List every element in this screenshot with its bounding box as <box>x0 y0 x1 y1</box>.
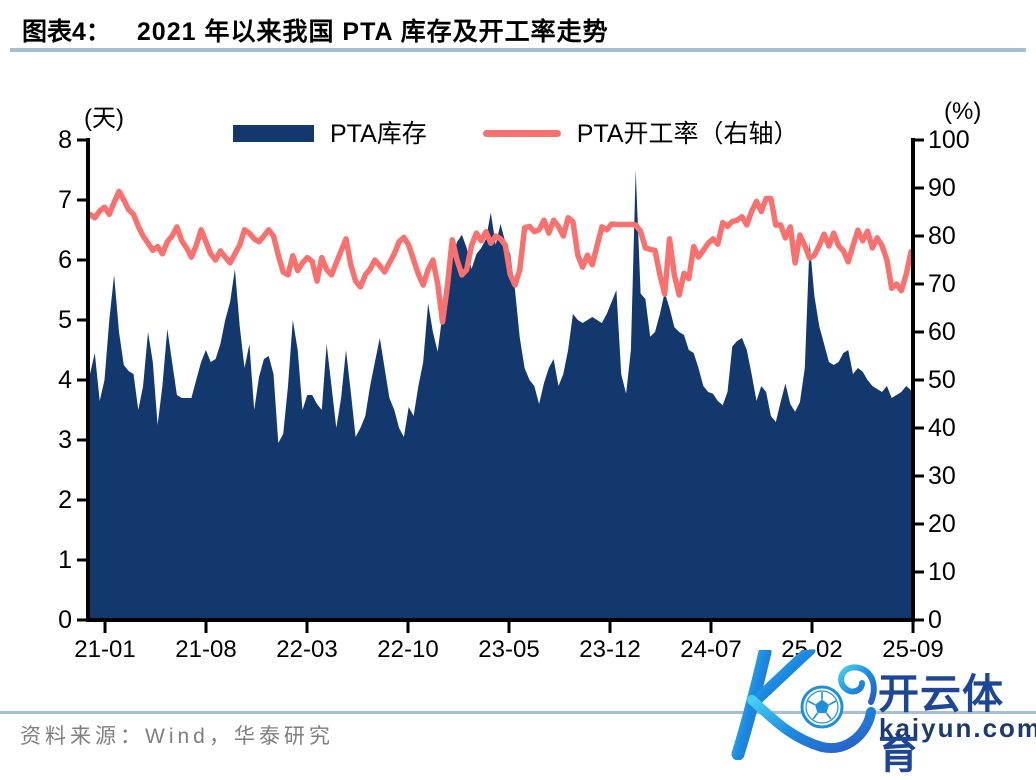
left-axis-tick-label: 5 <box>58 306 72 334</box>
chart-title: 图表4： 2021 年以来我国 PTA 库存及开工率走势 <box>22 12 609 48</box>
inventory-legend-swatch <box>233 124 314 142</box>
right-axis-tick-label: 100 <box>928 126 970 154</box>
x-axis-tick-label: 23-12 <box>579 636 640 663</box>
kaiyun-logo-icon <box>731 650 877 760</box>
right-axis-tick-label: 50 <box>928 366 956 394</box>
footer-divider <box>0 711 1036 714</box>
title-divider <box>10 48 1026 52</box>
soccer-ball-icon <box>800 685 844 729</box>
left-axis-tick-label: 7 <box>58 186 72 214</box>
inventory-area-series <box>90 170 911 620</box>
left-axis-tick-label: 8 <box>58 126 72 154</box>
right-axis-tick-label: 60 <box>928 318 956 346</box>
data-source: 资料来源：Wind，华泰研究 <box>20 725 334 748</box>
right-axis-unit: (%) <box>944 98 982 125</box>
right-axis-tick-label: 30 <box>928 462 956 490</box>
brand-domain: kaiyun.com <box>879 713 1036 743</box>
inventory-legend-label: PTA库存 <box>330 120 427 148</box>
left-axis-tick-label: 2 <box>58 486 72 514</box>
left-axis-tick-label: 3 <box>58 426 72 454</box>
x-axis-tick-label: 23-05 <box>478 636 539 663</box>
x-axis-tick-label: 22-10 <box>377 636 438 663</box>
page-title: 2021 年以来我国 PTA 库存及开工率走势 <box>136 18 609 46</box>
x-axis-tick-label: 25-09 <box>882 636 943 663</box>
operating-rate-line-series <box>87 188 914 325</box>
x-axis-tick-label: 21-01 <box>74 636 135 663</box>
x-axis-tick-label: 24-07 <box>680 636 741 663</box>
logo-k-mark <box>731 650 877 760</box>
right-axis-tick-label: 0 <box>928 606 942 634</box>
right-axis-tick-label: 20 <box>928 510 956 538</box>
right-axis-tick-label: 90 <box>928 174 956 202</box>
left-axis-tick-label: 1 <box>58 546 72 574</box>
rate-legend-label: PTA开工率（右轴） <box>576 120 799 148</box>
left-axis-unit: (天) <box>84 105 124 132</box>
x-axis-tick-label: 21-08 <box>175 636 236 663</box>
rate-legend-swatch <box>482 129 561 137</box>
left-axis-tick-label: 4 <box>58 366 72 394</box>
left-axis-tick-label: 6 <box>58 246 72 274</box>
right-axis-tick-label: 10 <box>928 558 956 586</box>
right-axis-tick-label: 80 <box>928 222 956 250</box>
chart-number: 图表4： <box>22 18 111 46</box>
x-axis-tick-label: 22-03 <box>276 636 337 663</box>
left-axis-tick-label: 0 <box>58 606 72 634</box>
right-axis-tick-label: 70 <box>928 270 956 298</box>
legend: PTA库存 PTA开工率（右轴） <box>233 114 799 150</box>
right-axis-tick-label: 40 <box>928 414 956 442</box>
